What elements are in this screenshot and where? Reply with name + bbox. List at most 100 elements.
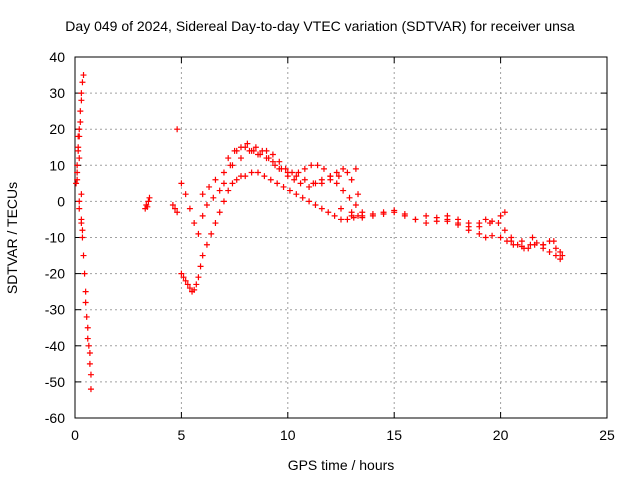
- data-point: [338, 205, 344, 212]
- x-tick-label: 5: [178, 427, 186, 443]
- data-point: [412, 216, 419, 223]
- x-tick-label: 25: [599, 427, 615, 443]
- data-point: [508, 234, 515, 241]
- data-point: [333, 180, 340, 187]
- data-point: [169, 202, 176, 209]
- data-point: [423, 220, 430, 227]
- data-point: [81, 270, 88, 277]
- data-point: [333, 169, 340, 176]
- data-point: [225, 187, 232, 194]
- data-point: [178, 270, 185, 277]
- data-points: [73, 72, 566, 393]
- data-point: [286, 187, 293, 194]
- data-point: [318, 205, 325, 212]
- data-point: [250, 147, 257, 154]
- data-point: [559, 252, 566, 259]
- y-tick-label: -20: [45, 266, 65, 282]
- data-point: [521, 245, 528, 252]
- data-point: [83, 313, 90, 320]
- data-point: [220, 180, 227, 187]
- data-point: [501, 209, 508, 216]
- data-point: [557, 248, 564, 255]
- data-point: [482, 234, 489, 241]
- series-arc-a: [178, 169, 362, 295]
- data-point: [355, 191, 362, 198]
- data-point: [248, 169, 255, 176]
- grid-lines: [75, 57, 607, 418]
- data-point: [338, 216, 344, 223]
- data-point: [144, 203, 151, 210]
- data-point: [76, 205, 83, 212]
- data-point: [203, 241, 210, 248]
- data-point: [220, 169, 227, 176]
- data-point: [312, 202, 319, 209]
- data-point: [348, 212, 355, 219]
- data-point: [540, 241, 547, 248]
- data-point: [244, 140, 251, 147]
- x-tick-label: 0: [71, 427, 79, 443]
- data-point: [444, 218, 451, 225]
- data-point: [174, 126, 181, 133]
- data-point: [501, 227, 508, 234]
- data-point: [293, 173, 300, 180]
- data-point: [80, 252, 87, 259]
- data-point: [174, 209, 181, 216]
- data-point: [518, 238, 525, 245]
- series-trail-2: [348, 207, 566, 259]
- data-point: [74, 169, 81, 176]
- data-point: [220, 198, 227, 205]
- data-point: [391, 207, 398, 214]
- data-point: [340, 187, 347, 194]
- data-point: [237, 155, 244, 162]
- data-point: [86, 350, 93, 357]
- data-point: [335, 173, 342, 180]
- data-point: [186, 285, 193, 292]
- data-point: [346, 194, 353, 201]
- data-point: [546, 248, 553, 255]
- data-point: [199, 252, 206, 259]
- data-point: [79, 227, 86, 234]
- data-point: [199, 191, 206, 198]
- data-point: [529, 234, 536, 241]
- series-isolated: [142, 126, 181, 216]
- x-tick-label: 10: [280, 427, 296, 443]
- data-point: [76, 198, 83, 205]
- data-point: [533, 239, 540, 246]
- data-point: [191, 286, 198, 293]
- data-point: [325, 209, 332, 216]
- data-point: [74, 162, 81, 169]
- data-point: [497, 234, 504, 241]
- data-point: [308, 162, 315, 169]
- data-point: [344, 216, 351, 223]
- data-point: [497, 212, 504, 219]
- data-point: [184, 281, 191, 288]
- y-tick-label: 40: [49, 49, 65, 65]
- y-tick-label: -50: [45, 374, 65, 390]
- data-point: [274, 180, 281, 187]
- data-point: [352, 202, 359, 209]
- data-point: [352, 165, 359, 172]
- data-point: [299, 194, 306, 201]
- data-point: [433, 214, 440, 221]
- data-point: [369, 211, 376, 218]
- data-point: [229, 162, 236, 169]
- data-point: [340, 165, 347, 172]
- data-point: [310, 180, 317, 187]
- data-point: [78, 90, 85, 97]
- data-point: [552, 252, 559, 259]
- data-point: [272, 162, 279, 169]
- data-point: [78, 220, 85, 227]
- data-point: [327, 173, 334, 180]
- data-point: [182, 191, 189, 198]
- data-point: [82, 288, 89, 295]
- data-point: [145, 198, 152, 205]
- data-point: [280, 183, 287, 190]
- data-point: [80, 72, 87, 79]
- data-point: [82, 299, 89, 306]
- data-point: [255, 169, 262, 176]
- data-point: [359, 214, 366, 221]
- data-point: [486, 220, 493, 227]
- x-axis-label: GPS time / hours: [287, 457, 395, 473]
- data-point: [75, 147, 82, 154]
